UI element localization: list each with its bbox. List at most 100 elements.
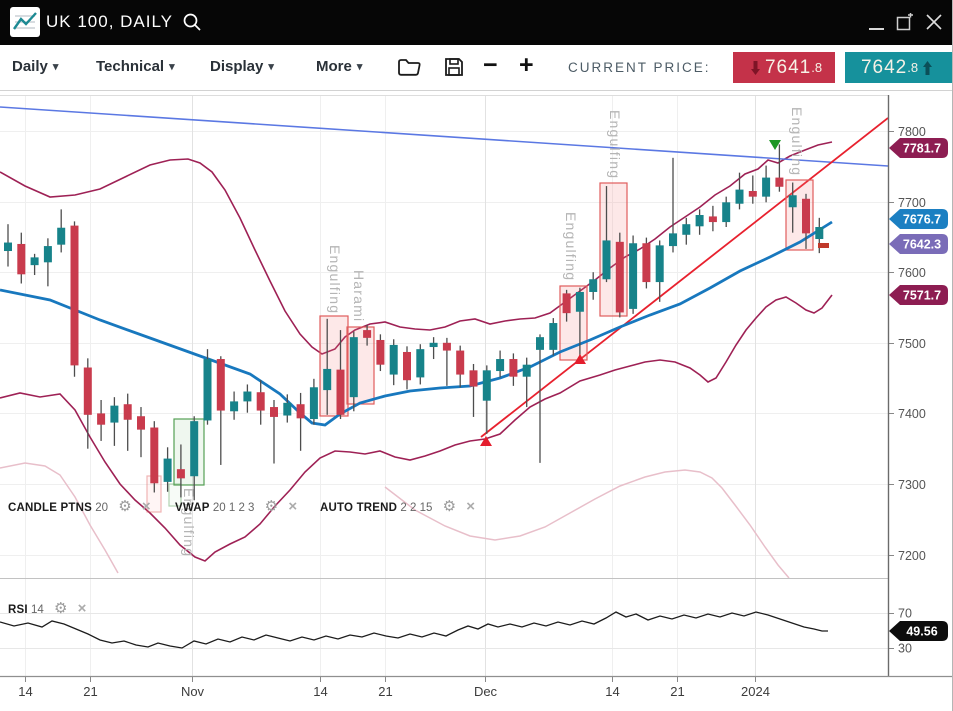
candle-up	[323, 368, 332, 391]
x-axis-label: 14	[18, 684, 32, 699]
candle-down	[296, 404, 305, 419]
candle-up	[722, 202, 731, 223]
price-tag-value: 7571.7	[903, 289, 941, 303]
trend-start-marker-up	[574, 354, 586, 364]
candle-up	[349, 337, 358, 398]
chevron-down-icon: ▾	[268, 61, 274, 73]
y-axis-label: 7800	[898, 125, 926, 139]
resistance-trendline	[0, 106, 888, 167]
candle-down	[70, 225, 79, 366]
x-axis-label: Dec	[474, 684, 498, 699]
candle-down	[562, 293, 571, 314]
indicator-name: RSI	[8, 604, 28, 616]
menu-display[interactable]: Display ▾	[210, 58, 274, 75]
indicator-params: 14	[30, 604, 44, 616]
candle-up	[602, 240, 611, 280]
vwap-outer-band	[0, 462, 119, 574]
y-axis-label: 7400	[898, 407, 926, 421]
buy-price-dec: .8	[907, 60, 919, 75]
menu-technical[interactable]: Technical ▾	[96, 58, 175, 75]
candle-up	[482, 370, 491, 401]
menu-daily[interactable]: Daily ▾	[12, 58, 58, 75]
candle-up	[669, 233, 677, 247]
vwap-lower-band	[0, 294, 833, 562]
support-trendline	[480, 117, 888, 438]
candle-down	[256, 392, 265, 411]
indicator-vwap: VWAP 20 1 2 3 ⚙ ×	[175, 497, 297, 517]
candle-down	[748, 191, 757, 197]
chart-canvas[interactable]: Engulfing Harami Engulfing Engulfing Engulfi…	[0, 91, 953, 711]
menu-daily-label: Daily	[12, 58, 48, 75]
remove-indicator-icon[interactable]: ×	[141, 498, 151, 515]
rsi-axis-label: 30	[898, 642, 912, 656]
last-price-dash	[818, 243, 829, 248]
candle-up	[203, 359, 212, 421]
candle-up	[815, 227, 824, 240]
candle-down	[456, 350, 465, 375]
gear-icon[interactable]: ⚙	[53, 600, 68, 617]
pattern-label: Engulfing	[607, 110, 623, 179]
price-tag	[889, 285, 948, 305]
indicator-params: 20	[95, 502, 108, 514]
price-panel: Engulfing Harami Engulfing Engulfing Engulfi…	[0, 106, 888, 578]
sell-price-badge[interactable]: 7641.8	[733, 52, 835, 83]
candle-down	[802, 198, 810, 234]
rsi-line	[0, 611, 828, 649]
buy-price-badge[interactable]: 7642.8	[845, 52, 952, 83]
menu-technical-label: Technical	[96, 58, 165, 75]
rsi-axis-label: 70	[898, 607, 912, 621]
candle-down	[270, 407, 278, 417]
indicator-rsi: RSI 14 ⚙ ×	[8, 599, 86, 619]
candle-up	[4, 242, 12, 252]
close-icon[interactable]	[924, 12, 944, 32]
gear-icon[interactable]: ⚙	[118, 498, 132, 515]
candle-up	[589, 279, 598, 292]
arrow-up-icon	[922, 60, 933, 75]
candle-up	[57, 227, 66, 245]
axis-layer: 7800 7700 7600 7500 7400 7300 7200 14 21 Nov 14 21 D…	[0, 95, 952, 699]
minimize-icon[interactable]	[869, 28, 884, 30]
candle-up	[309, 387, 318, 420]
save-icon[interactable]	[443, 56, 465, 83]
gear-icon[interactable]: ⚙	[264, 498, 279, 515]
vwap-line	[0, 220, 833, 427]
sell-price: 7641	[764, 56, 812, 78]
indicator-params: 2 2 15	[400, 502, 433, 514]
open-folder-icon[interactable]	[397, 56, 423, 83]
remove-indicator-icon[interactable]: ×	[77, 600, 87, 617]
y-axis-label: 7500	[898, 337, 926, 351]
candle-down	[97, 413, 106, 425]
candle-down	[83, 367, 92, 415]
candle-down	[708, 216, 717, 223]
candle-up	[243, 391, 252, 402]
search-icon[interactable]	[182, 12, 202, 32]
candle-up	[389, 344, 398, 375]
chevron-down-icon: ▾	[356, 61, 363, 73]
candle-up	[735, 189, 744, 204]
candle-up	[230, 401, 239, 412]
rsi-value-tag-value: 49.56	[906, 625, 937, 639]
arrow-down-icon	[750, 60, 761, 75]
rsi-value-tag	[889, 621, 948, 641]
popout-icon[interactable]	[896, 13, 915, 32]
candle-down	[150, 427, 159, 484]
candle-down	[17, 243, 26, 275]
remove-indicator-icon[interactable]: ×	[466, 498, 475, 515]
price-tag-value: 7642.3	[903, 238, 941, 252]
zoom-in-button[interactable]: +	[519, 51, 534, 79]
zoom-out-button[interactable]: −	[483, 51, 498, 79]
x-axis-label: 14	[313, 684, 327, 699]
indicator-candle-ptns: CANDLE PTNS 20 ⚙ ×	[8, 497, 151, 517]
gear-icon[interactable]: ⚙	[442, 498, 457, 515]
menu-more[interactable]: More ▾	[316, 58, 362, 75]
remove-indicator-icon[interactable]: ×	[288, 498, 298, 515]
candle-down	[336, 369, 345, 415]
candle-up	[496, 359, 505, 372]
candle-down	[137, 416, 145, 430]
candle-down	[775, 177, 784, 187]
candle-up	[788, 195, 797, 208]
menu-display-label: Display	[210, 58, 264, 75]
candle-up	[682, 224, 691, 235]
price-tag	[889, 209, 948, 229]
